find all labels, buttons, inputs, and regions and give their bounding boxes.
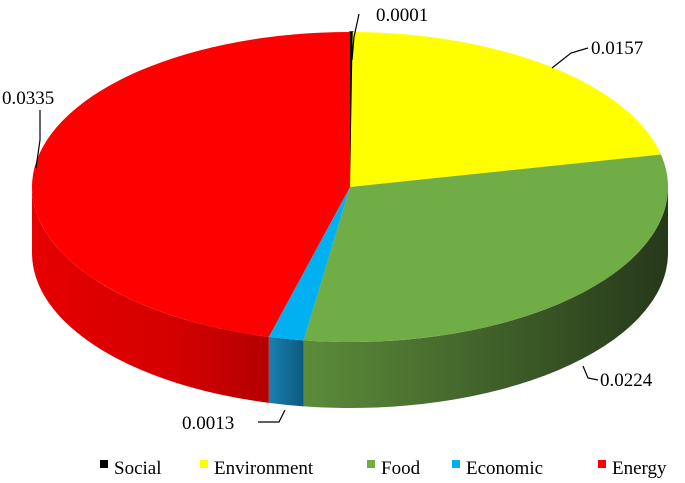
pie-slice-economic	[268, 187, 350, 341]
data-label-energy: 0.0335	[2, 88, 54, 109]
leader-line-energy	[35, 110, 41, 169]
legend-label-environment: Environment	[214, 458, 314, 479]
pie-sides	[32, 187, 668, 408]
pie-slice-environment	[350, 32, 661, 188]
legend-label-social: Social	[114, 458, 162, 479]
legend: Social Environment Food Economic Energy	[100, 458, 667, 479]
data-label-environment: 0.0157	[591, 38, 643, 59]
legend-swatch-energy	[598, 460, 606, 468]
pie-data-labels: 0.0001 0.0157 0.0224 0.0013 0.0335	[2, 5, 653, 434]
pie-side-economic	[268, 336, 304, 407]
legend-swatch-economic	[452, 460, 460, 468]
data-label-economic: 0.0013	[182, 413, 234, 434]
legend-label-food: Food	[381, 458, 421, 479]
leader-line-environment	[551, 47, 589, 69]
legend-swatch-environment	[200, 460, 208, 468]
legend-label-energy: Energy	[612, 458, 667, 479]
pie-slice-food	[303, 154, 668, 342]
pie-side-food	[303, 187, 668, 408]
leader-line-food	[582, 365, 599, 381]
leader-line-social	[351, 13, 360, 61]
pie-side-energy	[32, 187, 269, 403]
pie-slice-energy	[31, 32, 351, 337]
pie-tops	[31, 31, 668, 342]
data-label-food: 0.0224	[600, 370, 653, 391]
legend-label-economic: Economic	[466, 458, 543, 479]
pie-slice-social	[349, 31, 354, 188]
legend-swatch-food	[367, 460, 375, 468]
leader-line-economic	[258, 409, 286, 423]
data-label-social: 0.0001	[376, 5, 428, 26]
legend-swatch-social	[100, 460, 108, 468]
